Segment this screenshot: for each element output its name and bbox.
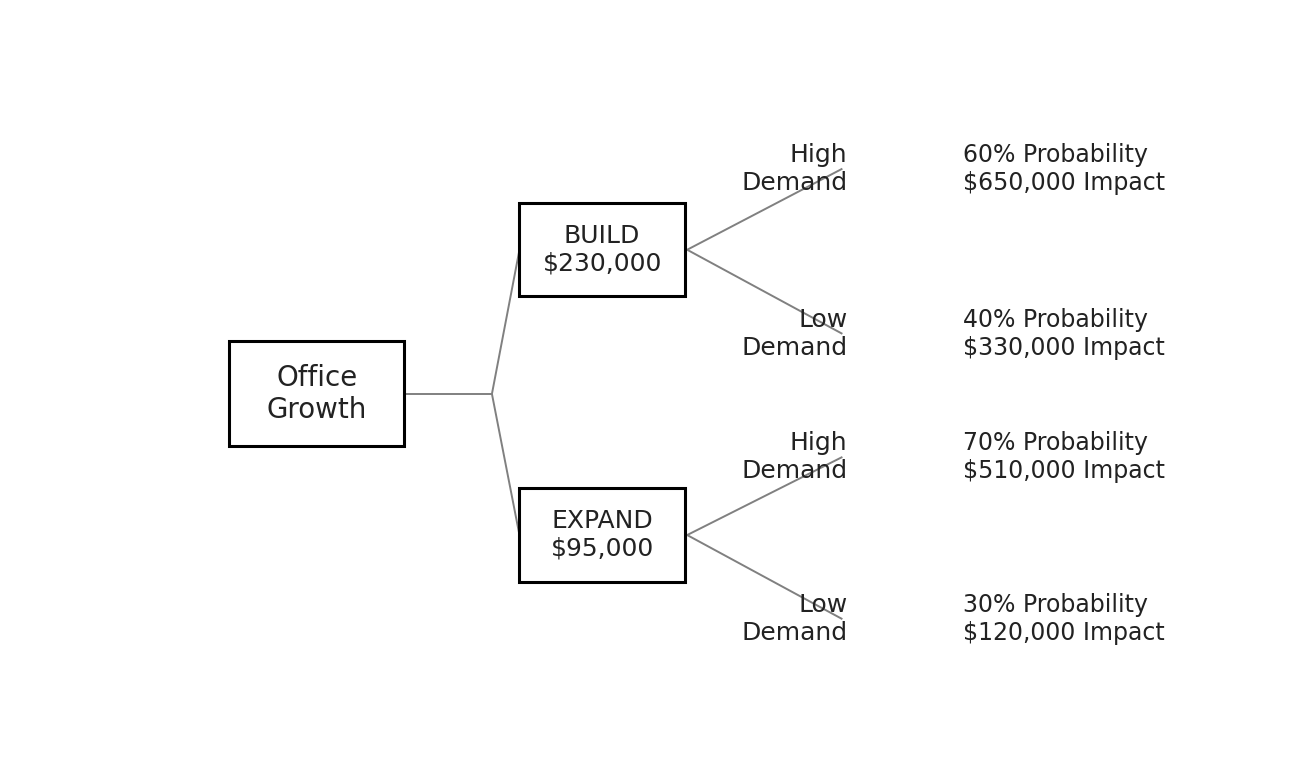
Text: 30% Probability
$120,000 Impact: 30% Probability $120,000 Impact [963,594,1164,645]
FancyBboxPatch shape [519,204,685,296]
FancyBboxPatch shape [229,342,404,446]
Text: 40% Probability
$330,000 Impact: 40% Probability $330,000 Impact [963,308,1164,360]
Text: Low
Demand: Low Demand [742,594,848,645]
Text: 70% Probability
$510,000 Impact: 70% Probability $510,000 Impact [963,431,1164,483]
Text: Low
Demand: Low Demand [742,308,848,360]
Text: EXPAND
$95,000: EXPAND $95,000 [550,509,654,561]
Text: BUILD
$230,000: BUILD $230,000 [543,224,662,275]
Text: Office
Growth: Office Growth [266,363,367,424]
Text: High
Demand: High Demand [742,143,848,194]
Text: High
Demand: High Demand [742,431,848,483]
Text: 60% Probability
$650,000 Impact: 60% Probability $650,000 Impact [963,143,1164,194]
FancyBboxPatch shape [519,488,685,582]
